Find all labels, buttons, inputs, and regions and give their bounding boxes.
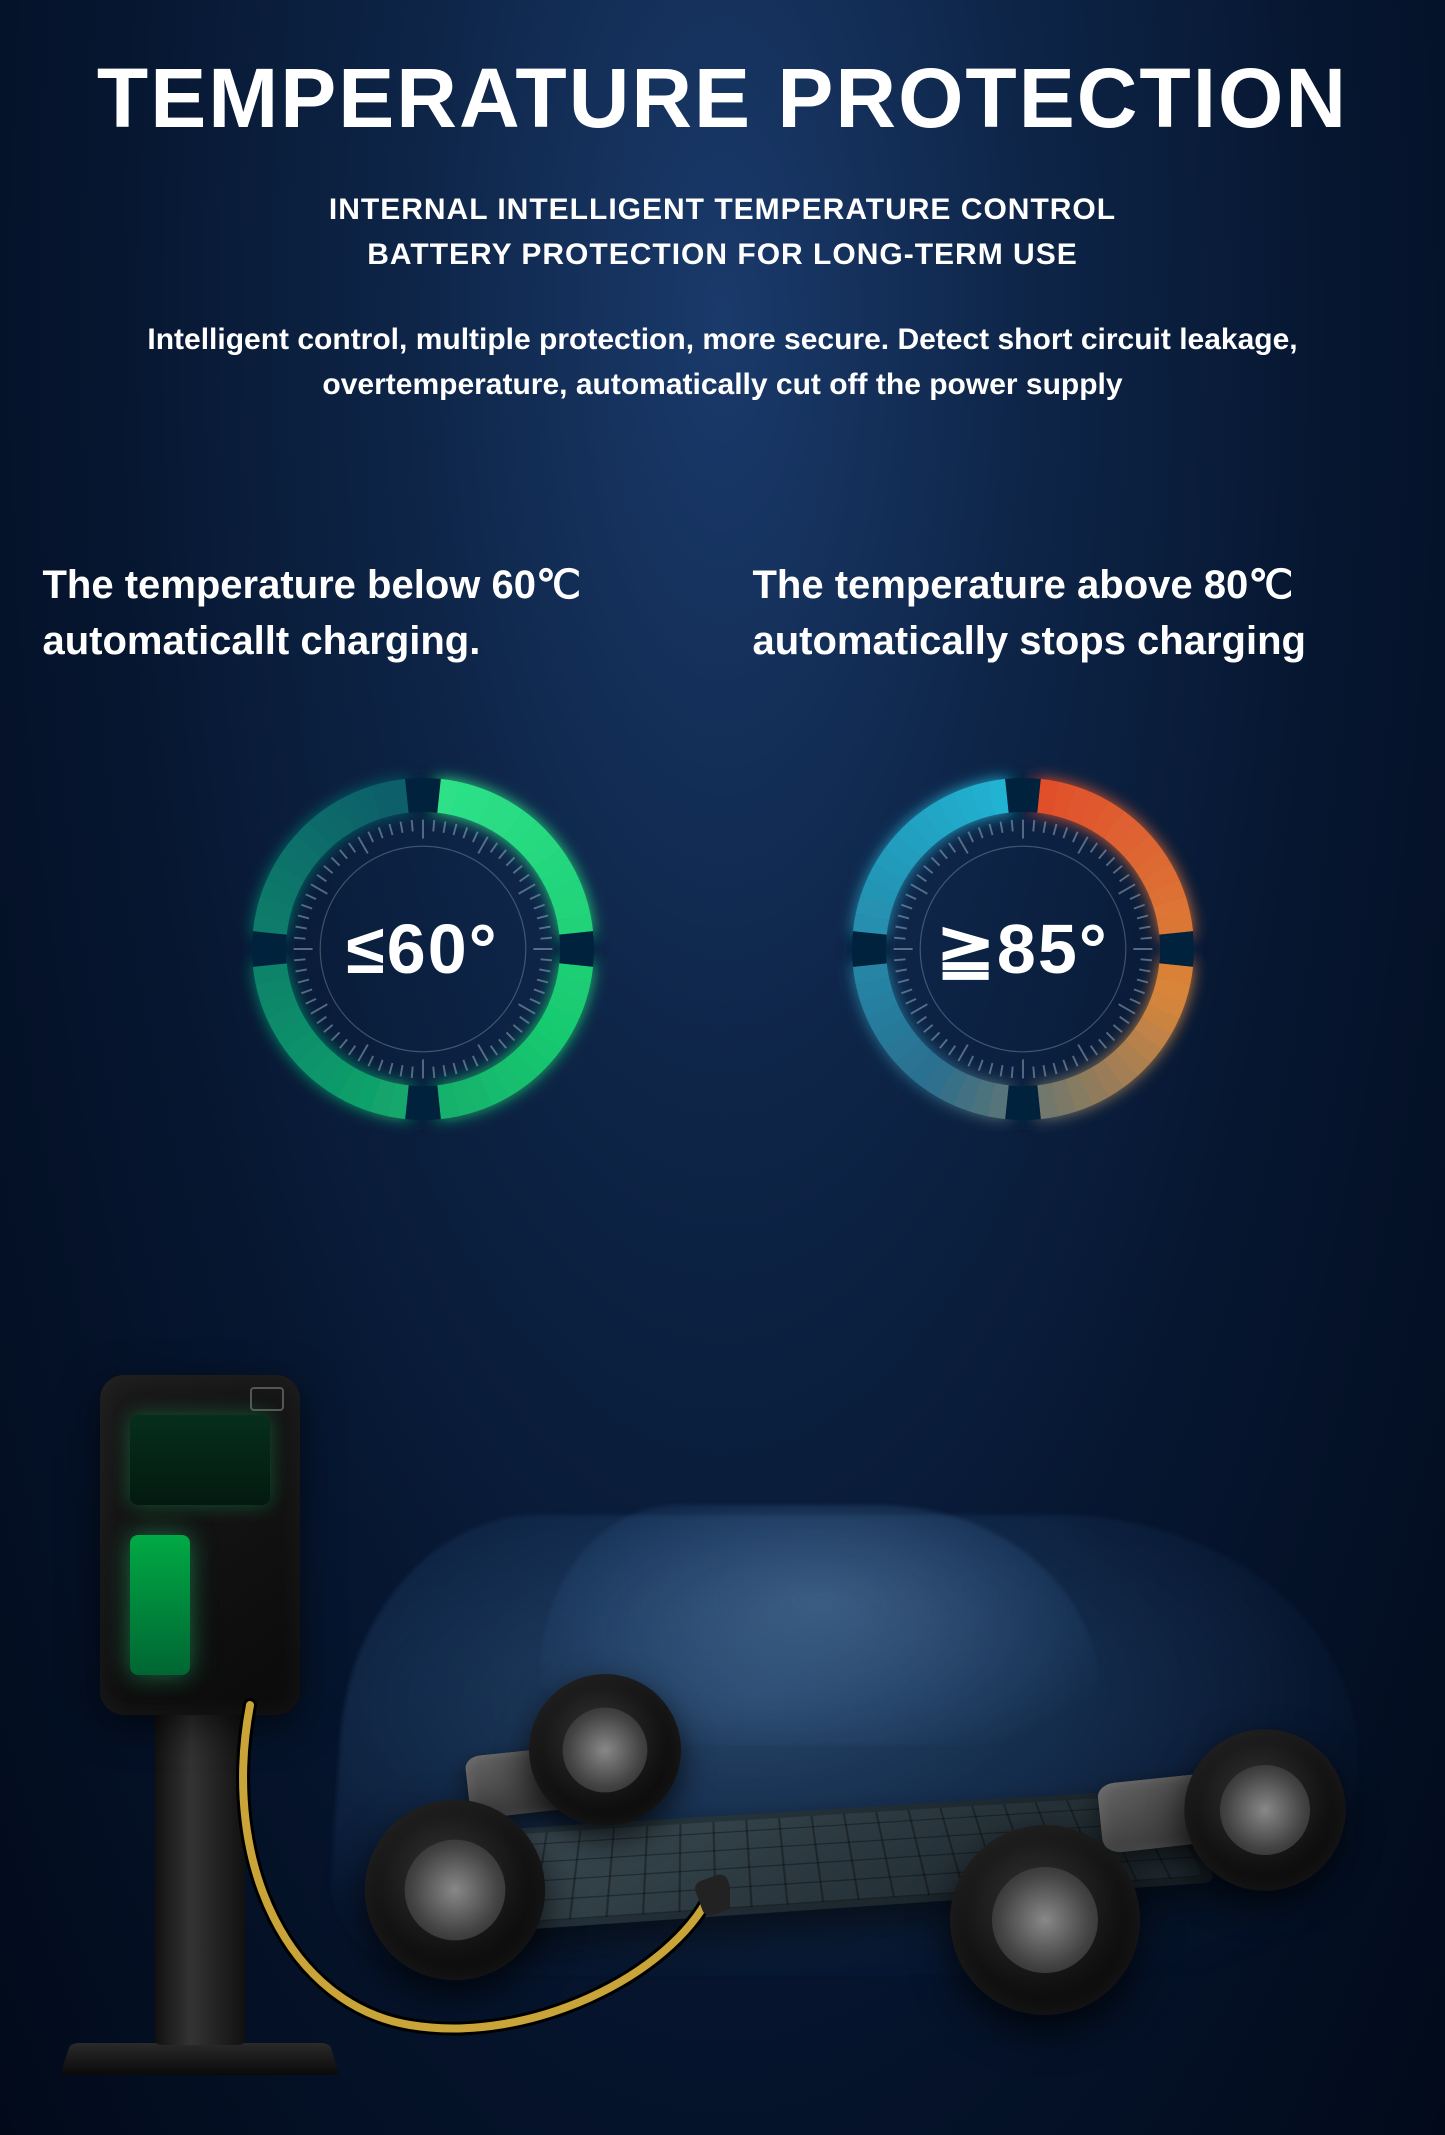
subtitle-line-1: INTERNAL INTELLIGENT TEMPERATURE CONTROL [100, 187, 1345, 232]
threshold-low-line-2: automaticallt charging. [43, 613, 693, 669]
charger-head [100, 1375, 300, 1715]
charger-pillar [155, 1695, 245, 2045]
ev-car [300, 1495, 1400, 2055]
charger-logo-icon [250, 1387, 284, 1411]
charger-screen [130, 1415, 270, 1505]
threshold-columns: The temperature below 60℃ automaticallt … [40, 557, 1405, 669]
page-title: TEMPERATURE PROTECTION [40, 50, 1405, 147]
wheel-rear-right [529, 1674, 681, 1826]
gauge-low-label: ≤60° [233, 759, 613, 1139]
threshold-high-text: The temperature above 80℃ automatically … [753, 557, 1403, 669]
wheel-front-left [950, 1825, 1140, 2015]
gauge-low: ≤60° [233, 759, 613, 1139]
car-charger-illustration [0, 1355, 1445, 2135]
wheel-front-right [1184, 1729, 1346, 1891]
gauge-high: ≧85° [833, 759, 1213, 1139]
threshold-low-line-1: The temperature below 60℃ [43, 557, 693, 613]
charger-status-indicator [130, 1535, 190, 1675]
subtitle-block: INTERNAL INTELLIGENT TEMPERATURE CONTROL… [100, 187, 1345, 277]
threshold-low-text: The temperature below 60℃ automaticallt … [43, 557, 693, 669]
infographic-page: TEMPERATURE PROTECTION INTERNAL INTELLIG… [0, 0, 1445, 2135]
threshold-high-line-2: automatically stops charging [753, 613, 1403, 669]
threshold-high-line-1: The temperature above 80℃ [753, 557, 1403, 613]
threshold-column-low: The temperature below 60℃ automaticallt … [43, 557, 693, 669]
wheel-rear-left [365, 1800, 546, 1981]
body-text: Intelligent control, multiple protection… [70, 317, 1375, 407]
threshold-column-high: The temperature above 80℃ automatically … [753, 557, 1403, 669]
gauge-high-label: ≧85° [833, 759, 1213, 1139]
charger-base [60, 2043, 340, 2075]
gauge-row: ≤60° ≧85° [80, 759, 1365, 1139]
ev-charger [60, 1355, 340, 2075]
subtitle-line-2: BATTERY PROTECTION FOR LONG-TERM USE [100, 232, 1345, 277]
